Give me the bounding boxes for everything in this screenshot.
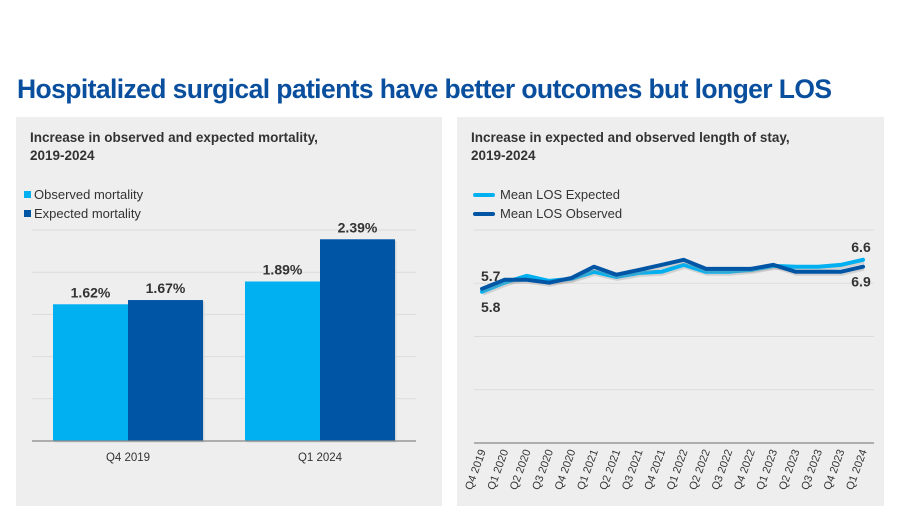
x-tick-label: Q4 2022 xyxy=(732,448,758,492)
legend-swatch-los-observed xyxy=(473,211,495,216)
los-chart-title-line2: 2019-2024 xyxy=(471,148,536,163)
mortality-chart-title-line1: Increase in observed and expected mortal… xyxy=(30,130,318,145)
x-tick-label: Q4 2020 xyxy=(553,448,579,492)
x-tick-label: Q2 2020 xyxy=(508,448,534,492)
legend-item-los-observed: Mean LOS Observed xyxy=(473,204,622,223)
line-data-label: 6.6 xyxy=(851,239,871,255)
x-tick-label: Q4 2023 xyxy=(822,448,848,492)
bar-expected-mortality xyxy=(128,300,203,441)
x-tick-label: Q2 2021 xyxy=(598,448,624,492)
x-tick-label: Q1 2020 xyxy=(486,448,512,492)
mortality-chart-title: Increase in observed and expected mortal… xyxy=(30,129,430,165)
legend-label-observed: Observed mortality xyxy=(34,187,144,202)
x-tick-label: Q1 2022 xyxy=(665,448,691,492)
bar-data-label: 2.39% xyxy=(338,219,378,235)
x-tick-label: Q3 2020 xyxy=(530,448,556,492)
x-tick-label: Q3 2022 xyxy=(710,448,736,492)
legend-swatch-observed xyxy=(24,191,31,198)
x-tick-label: Q1 2021 xyxy=(575,448,601,492)
x-tick-label: Q4 2019 xyxy=(463,448,489,492)
x-tick-label: Q2 2022 xyxy=(687,448,713,492)
x-tick-label: Q1 2024 xyxy=(844,448,870,492)
x-tick-label: Q4 2019 xyxy=(106,452,150,464)
page-title: Hospitalized surgical patients have bett… xyxy=(17,74,832,104)
mortality-chart-title-line2: 2019-2024 xyxy=(30,148,95,163)
x-tick-label: Q1 2024 xyxy=(298,452,343,464)
x-tick-label: Q1 2023 xyxy=(754,448,780,492)
bar-data-label: 1.62% xyxy=(71,284,111,300)
x-tick-label: Q4 2021 xyxy=(642,448,668,492)
x-tick-label: Q3 2021 xyxy=(620,448,646,492)
mortality-bar-chart: 1.62% 1.67% Q4 2019 1.89% 2.39% Q1 2024 xyxy=(32,219,416,464)
legend-label-los-expected: Mean LOS Expected xyxy=(500,187,620,202)
line-data-label: 5.8 xyxy=(481,299,501,315)
x-tick-label: Q2 2023 xyxy=(777,448,803,492)
legend-label-los-observed: Mean LOS Observed xyxy=(500,206,623,221)
line-mean-los-observed xyxy=(480,257,865,291)
legend-swatch-expected xyxy=(24,210,31,217)
legend-swatch-los-expected xyxy=(473,192,495,197)
los-legend: Mean LOS Expected Mean LOS Observed xyxy=(473,185,622,223)
x-tick-label: Q3 2023 xyxy=(799,448,825,492)
legend-item-los-expected: Mean LOS Expected xyxy=(473,185,622,204)
legend-item-expected-mortality: Expected mortality xyxy=(24,204,143,223)
line-mean-los-expected xyxy=(480,257,865,294)
legend-label-expected: Expected mortality xyxy=(34,206,141,221)
los-chart-title: Increase in expected and observed length… xyxy=(471,129,871,165)
los-chart-title-line1: Increase in expected and observed length… xyxy=(471,130,790,145)
los-chart-panel: Increase in expected and observed length… xyxy=(457,117,884,506)
bar-observed-mortality xyxy=(245,281,320,441)
mortality-chart-panel: Increase in observed and expected mortal… xyxy=(16,117,442,506)
bar-observed-mortality xyxy=(53,304,128,441)
bar-data-label: 1.89% xyxy=(263,261,303,277)
mortality-legend: Observed mortality Expected mortality xyxy=(24,185,143,223)
bar-expected-mortality xyxy=(320,239,395,441)
line-data-label: 6.9 xyxy=(851,274,871,290)
line-data-label: 5.7 xyxy=(481,268,501,284)
legend-item-observed-mortality: Observed mortality xyxy=(24,185,143,204)
bar-data-label: 1.67% xyxy=(146,280,186,296)
